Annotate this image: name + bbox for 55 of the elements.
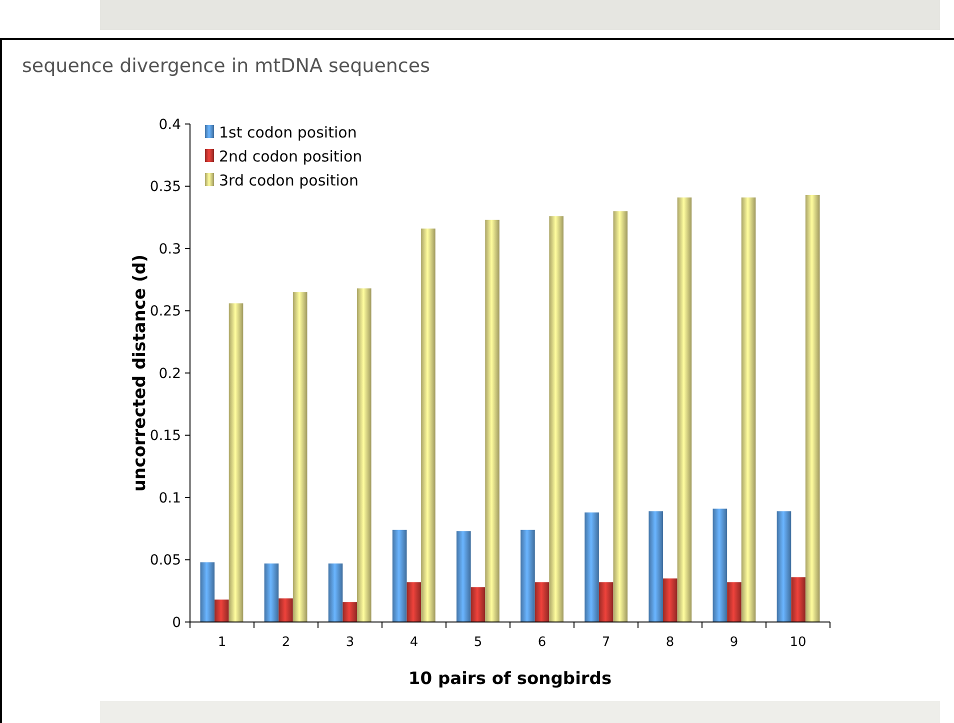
x-tick-label: 4	[410, 635, 418, 650]
bar	[228, 303, 244, 622]
legend-label: 3rd codon position	[219, 171, 359, 190]
y-tick-label: 0.35	[150, 179, 181, 196]
bar	[342, 602, 357, 622]
bar	[485, 220, 500, 622]
bar	[264, 563, 279, 622]
y-tick-label: 0.1	[158, 490, 181, 506]
x-axis-title: 10 pairs of songbirds	[408, 669, 612, 689]
bar	[584, 512, 599, 622]
y-tick-label: 0.4	[158, 116, 182, 133]
bar	[470, 587, 486, 622]
bar	[356, 288, 372, 622]
x-tick-label: 8	[666, 635, 674, 650]
bar	[456, 531, 471, 622]
bar	[791, 577, 806, 622]
y-tick-label: 0.05	[150, 552, 181, 569]
bar	[648, 511, 664, 622]
x-tick-label: 3	[346, 635, 354, 650]
chart-title: sequence divergence in mtDNA sequences	[22, 55, 430, 77]
bar	[663, 578, 678, 622]
x-tick-label: 6	[538, 635, 546, 650]
bar	[549, 216, 564, 622]
bar	[776, 511, 792, 622]
bar	[598, 582, 614, 622]
bar	[677, 197, 692, 622]
bar	[520, 530, 535, 622]
legend-label: 1st codon position	[219, 123, 357, 142]
y-axis-title: uncorrected distance (d)	[130, 254, 150, 492]
y-tick-label: 0	[172, 614, 181, 631]
x-tick-label: 10	[790, 635, 806, 650]
bar	[392, 530, 407, 622]
bar	[406, 582, 422, 622]
legend-label: 2nd codon position	[219, 147, 362, 166]
bar	[421, 228, 436, 622]
bar	[712, 508, 728, 622]
bar	[741, 197, 756, 622]
y-tick-label: 0.25	[150, 304, 181, 320]
bar	[613, 211, 628, 622]
bar	[805, 194, 820, 622]
bar	[328, 563, 343, 622]
bar	[214, 600, 229, 622]
x-tick-label: 2	[282, 635, 290, 650]
bar	[534, 582, 550, 622]
x-tick-label: 7	[602, 635, 610, 650]
bar	[278, 598, 293, 622]
bar	[200, 562, 215, 622]
y-tick-label: 0.3	[158, 241, 181, 258]
y-tick-label: 0.2	[158, 366, 181, 382]
x-tick-label: 9	[730, 635, 738, 650]
y-tick-label: 0.15	[150, 428, 181, 444]
x-tick-label: 5	[474, 635, 482, 650]
bar	[727, 582, 742, 622]
bar	[292, 292, 308, 622]
x-tick-label: 1	[218, 635, 226, 650]
